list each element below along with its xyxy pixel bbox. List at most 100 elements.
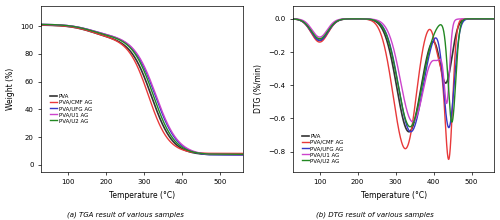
PVA/U2 AG [492,18,498,20]
PVA [406,130,412,133]
Line: PVA/U1 AG: PVA/U1 AG [293,19,494,122]
PVA/U1 AG [410,121,416,123]
PVA/CMF AG [38,24,44,26]
PVA [382,35,388,38]
PVA/U2 AG [240,153,246,156]
Line: PVA/U2 AG: PVA/U2 AG [41,24,242,154]
PVA/U1 AG [197,152,203,154]
PVA/U2 AG [300,20,306,23]
PVA/UFG AG [48,23,54,26]
PVA/CMF AG [290,18,296,20]
PVA/U1 AG [290,18,296,20]
PVA/U2 AG [407,125,413,128]
PVA/U1 AG [388,38,394,41]
PVA/U2 AG [38,23,44,26]
Text: (a) TGA result of various samples: (a) TGA result of various samples [66,211,184,218]
PVA/UFG AG [408,130,414,133]
PVA/CMF AG [240,152,246,155]
PVA/UFG AG [492,18,498,20]
PVA/U2 AG [48,23,54,26]
PVA/U1 AG [136,56,142,58]
PVA/U1 AG [448,35,454,37]
PVA/UFG AG [486,18,492,20]
PVA/UFG AG [234,154,240,156]
PVA [300,21,306,23]
PVA/U1 AG [131,48,137,51]
PVA/U1 AG [234,153,240,156]
PVA [492,18,498,20]
PVA/U1 AG [38,23,44,26]
Y-axis label: DTG (%/min): DTG (%/min) [254,64,262,113]
Legend: PVA, PVA/CMF AG, PVA/UFG AG, PVA/U1 AG, PVA/U2 AG: PVA, PVA/CMF AG, PVA/UFG AG, PVA/U1 AG, … [300,132,346,165]
PVA/CMF AG [197,152,203,154]
PVA/CMF AG [131,58,137,61]
PVA/CMF AG [234,152,240,155]
PVA/U2 AG [448,121,454,123]
PVA/UFG AG [240,154,246,156]
PVA/UFG AG [300,21,306,23]
PVA/CMF AG [300,21,306,24]
PVA/CMF AG [486,18,492,20]
PVA/CMF AG [486,18,492,20]
Line: PVA/UFG AG: PVA/UFG AG [293,19,494,132]
PVA/U2 AG [290,18,296,20]
PVA [486,18,492,20]
PVA/U1 AG [492,18,498,20]
PVA/U1 AG [486,18,492,20]
PVA/U1 AG [240,153,246,156]
PVA [136,64,142,67]
PVA/U2 AG [486,18,492,20]
PVA [197,152,203,155]
Line: PVA: PVA [41,25,242,155]
PVA/CMF AG [382,50,388,53]
Line: PVA/CMF AG: PVA/CMF AG [41,25,242,153]
PVA [234,153,239,156]
Line: PVA/CMF AG: PVA/CMF AG [293,19,494,159]
PVA [240,153,246,156]
PVA [38,24,44,26]
PVA/U2 AG [234,153,239,156]
PVA/UFG AG [197,152,203,155]
PVA [290,18,296,20]
PVA/U2 AG [197,152,203,155]
PVA/U2 AG [486,18,492,20]
PVA/U2 AG [234,153,240,156]
PVA/UFG AG [486,18,492,20]
PVA/CMF AG [234,152,239,155]
PVA/U1 AG [234,153,239,156]
PVA [448,57,454,60]
Line: PVA/U2 AG: PVA/U2 AG [293,19,494,127]
PVA/U2 AG [136,59,142,62]
PVA/U1 AG [48,23,54,26]
PVA [48,24,54,27]
PVA/UFG AG [38,23,44,26]
PVA/CMF AG [48,24,54,27]
PVA/UFG AG [382,31,388,33]
Legend: PVA, PVA/CMF AG, PVA/UFG AG, PVA/U1 AG, PVA/U2 AG: PVA, PVA/CMF AG, PVA/UFG AG, PVA/U1 AG, … [48,92,94,125]
X-axis label: Temperature (°C): Temperature (°C) [109,191,175,200]
Line: PVA: PVA [293,19,494,132]
PVA/UFG AG [290,18,296,20]
PVA/UFG AG [131,49,137,52]
X-axis label: Temperature (°C): Temperature (°C) [360,191,427,200]
PVA/UFG AG [136,57,142,60]
Text: (b) DTG result of various samples: (b) DTG result of various samples [316,211,434,218]
PVA [388,55,394,58]
PVA/U1 AG [300,19,306,22]
PVA/U1 AG [486,18,492,20]
PVA/CMF AG [448,121,454,123]
PVA [234,153,240,156]
Line: PVA/U1 AG: PVA/U1 AG [41,24,242,155]
PVA/UFG AG [448,111,454,114]
Line: PVA/UFG AG: PVA/UFG AG [41,24,242,155]
PVA/U2 AG [382,32,388,35]
PVA/CMF AG [136,69,142,72]
PVA/UFG AG [388,47,394,50]
PVA/CMF AG [446,158,452,161]
PVA/UFG AG [234,154,239,156]
PVA/CMF AG [492,18,498,20]
PVA/U1 AG [382,26,388,29]
PVA/CMF AG [388,80,394,83]
PVA [486,18,492,20]
Y-axis label: Weight (%): Weight (%) [6,68,15,110]
